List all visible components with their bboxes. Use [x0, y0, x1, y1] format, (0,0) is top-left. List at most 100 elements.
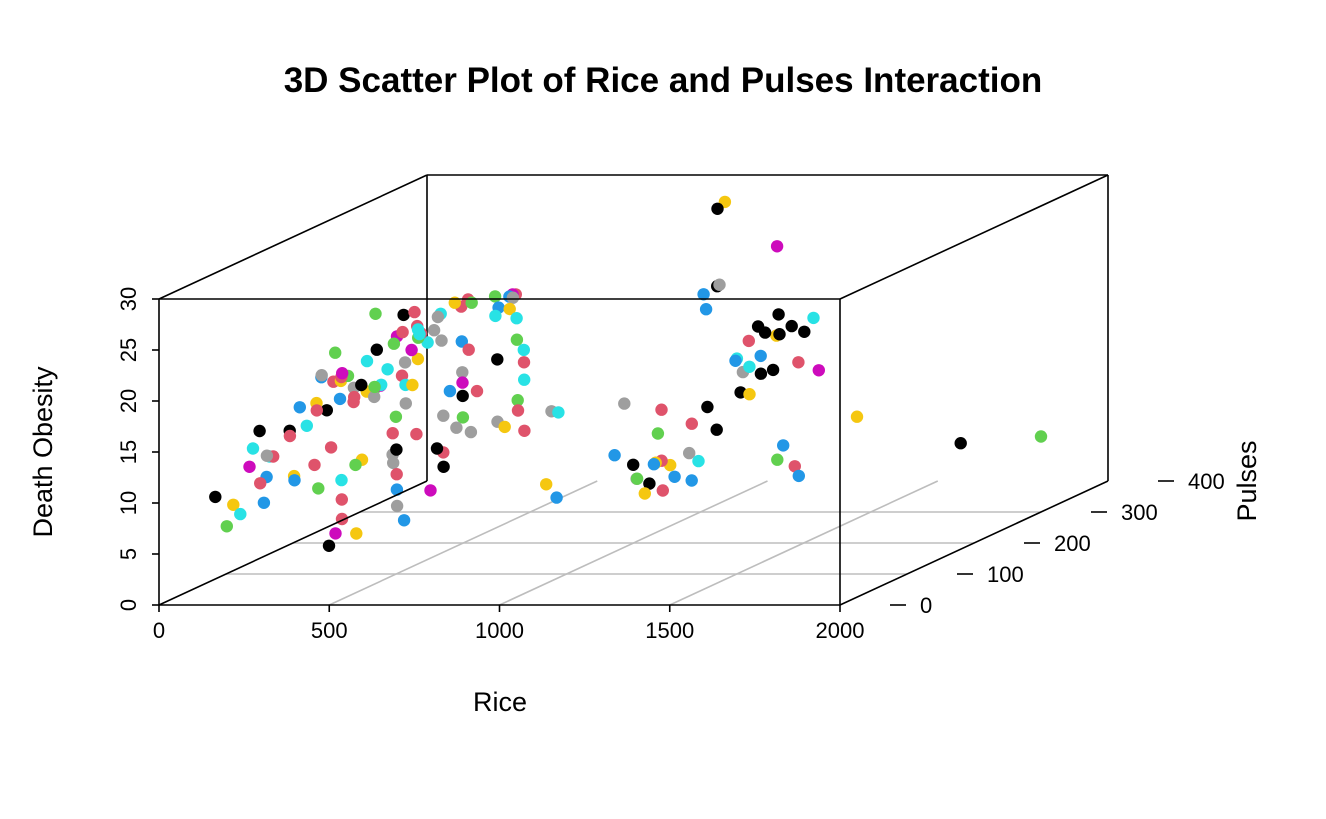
data-point — [685, 474, 698, 487]
data-point — [751, 320, 765, 333]
data-point — [437, 460, 450, 473]
data-point — [427, 324, 441, 337]
data-point — [517, 343, 530, 357]
x-tick-label: 2000 — [816, 618, 865, 643]
data-point — [773, 328, 786, 341]
data-point — [754, 367, 768, 380]
data-point — [710, 423, 723, 436]
data-point — [396, 325, 409, 339]
z-tick-label: 20 — [116, 389, 141, 413]
data-point — [754, 349, 767, 363]
data-point — [655, 403, 668, 416]
data-point — [387, 337, 401, 350]
data-point — [807, 311, 820, 325]
data-point — [785, 319, 798, 333]
data-point — [308, 458, 321, 472]
data-point — [1034, 430, 1048, 443]
data-point — [456, 376, 469, 389]
data-point — [488, 290, 502, 303]
data-point — [324, 441, 338, 454]
data-point — [260, 449, 274, 462]
data-point — [777, 439, 790, 452]
data-point — [293, 401, 306, 414]
y-tick-label: 300 — [1121, 500, 1158, 525]
x-axis-title: Rice — [473, 687, 527, 717]
z-tick-label: 10 — [116, 491, 141, 515]
data-point — [630, 472, 644, 485]
data-point — [812, 364, 825, 377]
box-edge — [158, 480, 428, 606]
data-point — [798, 325, 811, 338]
data-point — [424, 484, 437, 497]
data-point — [390, 468, 403, 481]
data-point — [310, 404, 323, 417]
data-point — [335, 493, 348, 506]
data-point — [399, 397, 412, 410]
data-point — [498, 420, 511, 434]
data-point — [608, 449, 621, 462]
data-point — [349, 458, 362, 472]
y-tick-label: 100 — [987, 562, 1024, 587]
data-point — [701, 400, 714, 414]
box-edge — [839, 480, 1109, 606]
data-point — [511, 394, 524, 407]
data-point — [386, 427, 399, 440]
data-point — [315, 369, 328, 382]
data-point — [456, 411, 470, 424]
data-point — [511, 404, 525, 417]
data-point — [408, 305, 421, 319]
data-point — [370, 343, 383, 356]
data-point — [503, 302, 516, 316]
data-point — [683, 446, 696, 460]
data-point — [643, 477, 656, 490]
data-point — [766, 363, 780, 377]
data-point — [506, 291, 520, 304]
data-point — [257, 496, 271, 509]
data-point — [540, 478, 553, 491]
data-point — [470, 384, 484, 398]
data-point — [770, 240, 784, 253]
data-point — [329, 527, 342, 540]
x-tick-label: 0 — [153, 618, 165, 643]
data-point — [792, 356, 805, 369]
data-point — [713, 278, 726, 291]
data-point — [246, 442, 260, 455]
data-points — [209, 195, 1048, 552]
data-point — [220, 520, 233, 533]
data-point — [411, 352, 425, 366]
y-tick-label: 400 — [1188, 469, 1225, 494]
data-point — [771, 453, 784, 466]
z-tick-label: 25 — [116, 338, 141, 362]
data-point — [788, 460, 801, 473]
data-point — [618, 397, 631, 410]
data-point — [368, 390, 381, 404]
x-tick-label: 1500 — [645, 618, 694, 643]
data-point — [627, 458, 640, 471]
data-point — [792, 469, 805, 483]
data-point — [431, 310, 445, 324]
data-point — [421, 336, 434, 349]
data-point — [743, 360, 756, 373]
y-axis-ticks: 0 100 200 300 400 — [890, 469, 1225, 618]
plot-box-front — [158, 174, 1109, 606]
y-tick-label: 200 — [1054, 531, 1091, 556]
data-point — [300, 419, 313, 432]
data-point — [253, 424, 266, 438]
data-point — [489, 309, 502, 323]
data-point — [390, 483, 404, 496]
data-point — [209, 490, 222, 504]
data-point — [254, 477, 267, 490]
data-point — [743, 388, 756, 401]
plot-box-back — [426, 175, 1109, 606]
data-point — [369, 307, 382, 320]
data-point — [405, 343, 418, 357]
data-point — [462, 343, 475, 356]
data-point — [410, 427, 423, 441]
z-tick-label: 5 — [116, 548, 141, 560]
data-point — [711, 202, 724, 215]
data-point — [697, 288, 710, 301]
data-point — [234, 507, 247, 521]
data-point — [685, 417, 698, 430]
data-point — [283, 429, 297, 443]
